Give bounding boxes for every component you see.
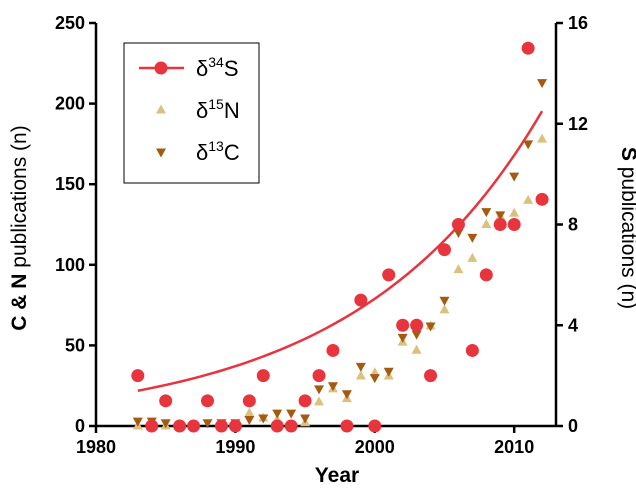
y-right-tick-label: 16 (568, 13, 588, 33)
data-point (453, 264, 464, 274)
data-point (465, 343, 479, 357)
y-left-tick-label: 0 (75, 416, 85, 436)
y-right-tick-label: 8 (568, 215, 578, 235)
data-point (173, 419, 187, 433)
data-point (481, 208, 492, 218)
data-point (300, 414, 311, 424)
legend-label: δ13C (196, 138, 240, 165)
x-tick-label: 2010 (494, 437, 534, 457)
data-point (201, 394, 215, 408)
y-left-tick-label: 200 (55, 94, 85, 114)
data-point (396, 318, 410, 332)
legend-marker (154, 61, 168, 75)
data-point (131, 369, 145, 383)
data-point (424, 369, 438, 383)
data-point (507, 218, 521, 231)
data-point (341, 390, 352, 400)
legend-marker (156, 148, 166, 158)
data-point (411, 344, 422, 354)
x-tick-label: 1980 (76, 437, 116, 457)
y-right-tick-label: 12 (568, 114, 588, 134)
data-point (509, 207, 520, 217)
data-point (481, 219, 492, 228)
data-point (354, 293, 368, 307)
data-point (495, 211, 506, 221)
data-point (439, 304, 450, 314)
y-right-tick-label: 0 (568, 416, 578, 436)
data-point (425, 322, 436, 332)
data-point (437, 243, 451, 257)
legend-label: δ15N (196, 96, 240, 123)
data-point (509, 172, 520, 182)
data-point (244, 416, 255, 426)
data-point (467, 233, 478, 243)
data-point (340, 419, 354, 433)
data-point (523, 140, 534, 150)
data-point (228, 419, 242, 433)
data-point (258, 414, 269, 424)
data-point (451, 218, 465, 231)
data-point (244, 407, 255, 417)
data-point (535, 192, 549, 206)
data-point (537, 79, 548, 89)
axes: 1980 1990 2000 2010 0 50 100 150 200 250 0 4 8 12 16 (55, 13, 588, 457)
data-points (131, 41, 549, 433)
data-point (410, 318, 424, 332)
legend-marker (156, 104, 166, 114)
data-point (160, 419, 171, 429)
data-point (298, 394, 312, 408)
data-point (355, 370, 366, 380)
y-left-tick-label: 150 (55, 174, 85, 194)
y-left-tick-label: 250 (55, 13, 85, 33)
data-point (327, 382, 338, 392)
data-point (187, 419, 201, 433)
data-point (493, 218, 507, 231)
data-point (284, 419, 298, 433)
data-point (369, 374, 380, 384)
data-point (369, 367, 380, 377)
data-point (479, 268, 493, 282)
data-point (242, 394, 256, 408)
data-point (411, 330, 422, 340)
y-axis-title-right: S publications (n) (617, 147, 636, 309)
data-point (467, 252, 478, 262)
legend-label: δ34S (196, 54, 239, 81)
x-tick-label: 2000 (355, 437, 395, 457)
trend-line (137, 110, 544, 392)
legend: δ34S δ15N δ13C (123, 42, 260, 184)
data-point (202, 419, 213, 429)
data-point (523, 194, 534, 204)
data-point (214, 419, 228, 433)
data-point (159, 394, 173, 408)
x-axis-title: Year (315, 464, 359, 487)
series-s (131, 41, 549, 433)
y-axis-title-left: C & N publications (n) (8, 125, 31, 330)
y-left-tick-label: 50 (65, 335, 85, 355)
data-point (397, 333, 408, 343)
data-point (439, 296, 450, 306)
data-point (355, 362, 366, 372)
trend-line-path (137, 110, 544, 392)
data-point (314, 385, 325, 395)
data-point (314, 396, 325, 406)
data-point (368, 419, 382, 433)
data-point (270, 419, 284, 433)
x-tick-label: 1990 (215, 437, 255, 457)
data-point (132, 417, 143, 427)
y-right-tick-label: 4 (568, 315, 578, 335)
legend-box (123, 42, 260, 184)
data-point (382, 268, 396, 282)
data-point (312, 369, 326, 383)
data-point (145, 419, 159, 433)
data-point (521, 41, 535, 55)
data-point (326, 343, 340, 357)
data-point (272, 409, 283, 419)
data-point (256, 369, 270, 383)
data-point (537, 133, 548, 143)
data-point (453, 229, 464, 239)
data-point (383, 367, 394, 377)
data-point (286, 409, 297, 419)
y-left-tick-label: 100 (55, 255, 85, 275)
